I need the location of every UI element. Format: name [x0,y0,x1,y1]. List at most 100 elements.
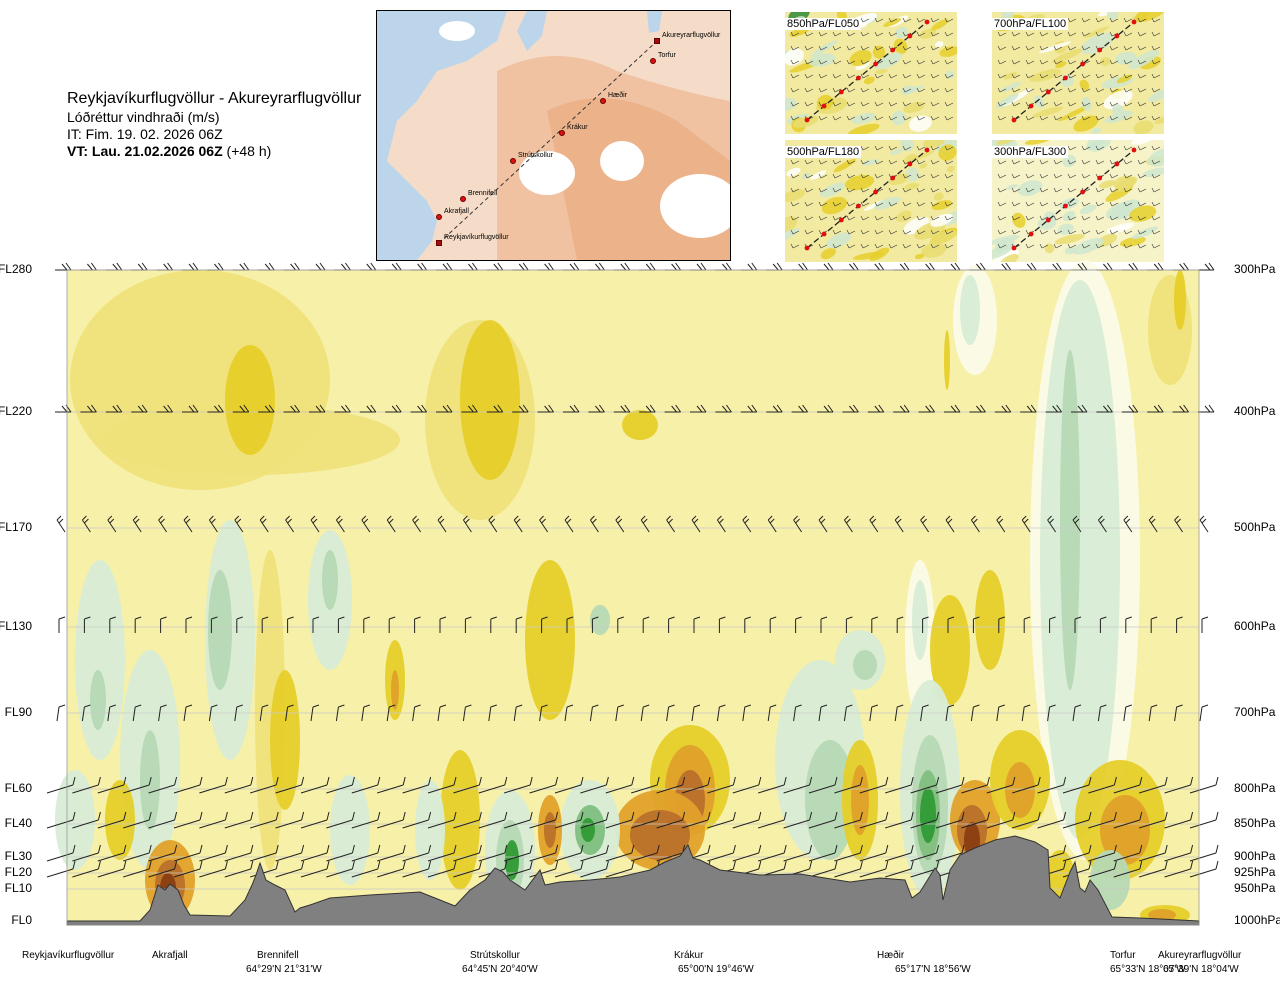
wind-barb [693,616,701,633]
location-label: Krákur [674,950,704,961]
wind-barb [758,776,787,794]
wind-barb [386,515,396,533]
location-label: Strútskollur [470,950,521,961]
wind-barb [732,776,762,794]
wind-barb [173,844,203,862]
panel-label: 700hPa/FL100 [992,18,1069,30]
wind-barb [1198,262,1215,271]
wind-barb [859,811,889,829]
wind-barb [173,776,203,794]
vertical-velocity-contour [975,570,1005,670]
wind-barb [439,616,447,633]
wind-barb [259,515,269,533]
wind-barb [300,776,330,794]
wind-barb [210,616,218,633]
wind-barb [478,844,508,862]
wind-barb [961,811,990,829]
wind-barb [961,776,990,794]
wind-barb [1037,776,1067,794]
wind-barb [742,704,751,722]
wind-barb [97,811,127,829]
wind-barb [656,811,686,829]
lead-time: (+48 h) [226,143,272,159]
wind-barb [539,704,548,722]
wind-barb [820,616,828,633]
wind-barb [920,704,929,722]
wind-barb [1113,844,1143,862]
map-waypoint-marker [650,58,656,64]
vertical-velocity-contour [1174,270,1186,330]
wind-barb [148,811,178,829]
wind-barb [742,515,752,533]
wind-barb [453,860,482,878]
wind-barb [335,704,345,722]
wind-barb [1174,704,1183,722]
wind-barb [1020,404,1037,413]
wind-barb [893,262,910,271]
vertical-velocity-contour [55,770,95,870]
wind-barb [690,262,707,271]
wind-barb [156,262,174,271]
flight-level-label: FL40 [4,816,32,830]
wind-barb [410,404,428,413]
wind-barb [461,404,478,413]
wind-barb [326,844,355,862]
wind-barb [1088,811,1117,829]
wind-barb [935,844,965,862]
wind-barb [1201,616,1209,633]
flight-level-label: FL90 [4,705,32,719]
wind-barb [893,404,910,413]
vertical-velocity-contour [525,560,575,720]
terrain-profile [66,835,1200,926]
wind-barb [56,515,66,533]
vertical-velocity-contour [505,840,519,880]
wind-barb [80,404,97,413]
wind-barb [1096,262,1113,271]
wind-barb [412,704,421,722]
wind-barb [834,811,863,829]
wind-barb [707,776,736,794]
wind-barb [842,262,859,271]
route-map-canvas [377,11,740,260]
wind-barb [970,515,980,533]
wind-barb [105,404,123,413]
vertical-velocity-contour [391,670,399,710]
wind-barb [918,262,936,271]
wind-barb [1121,262,1139,271]
wind-barb [461,262,478,271]
wind-barb [910,844,940,862]
wind-barb [156,404,174,413]
map-point-label: Krákur [567,124,588,131]
vertical-velocity-contour [90,670,106,730]
wind-barb [1139,811,1168,829]
wind-barb [767,515,777,533]
wind-barb [707,844,736,862]
wind-barb [377,860,406,878]
wind-barb [894,704,904,722]
wind-barb [867,262,885,271]
wind-barb [72,844,101,862]
wind-barb [72,860,101,878]
map-point-label: Reykjavíkurflugvöllur [444,234,509,241]
wind-barb [766,404,783,413]
wind-barb [869,515,879,533]
wind-barb [224,776,254,794]
wind-barb [334,262,351,271]
wind-barb [351,844,381,862]
wind-barb [334,404,351,413]
map-waypoint-marker [460,196,466,202]
wind-barb [182,262,199,271]
wind-barb [843,704,853,722]
wind-barb [1123,704,1132,722]
wind-barb [148,860,178,878]
wind-barb [656,776,686,794]
wind-barb [588,404,605,413]
wind-barb [478,776,508,794]
wind-barb [1199,515,1209,533]
map-waypoint-marker [600,98,606,104]
wind-barb [234,515,244,533]
wind-barb [183,704,193,722]
wind-barb [337,616,345,633]
wind-barb [377,844,406,862]
wind-barb [1164,844,1194,862]
